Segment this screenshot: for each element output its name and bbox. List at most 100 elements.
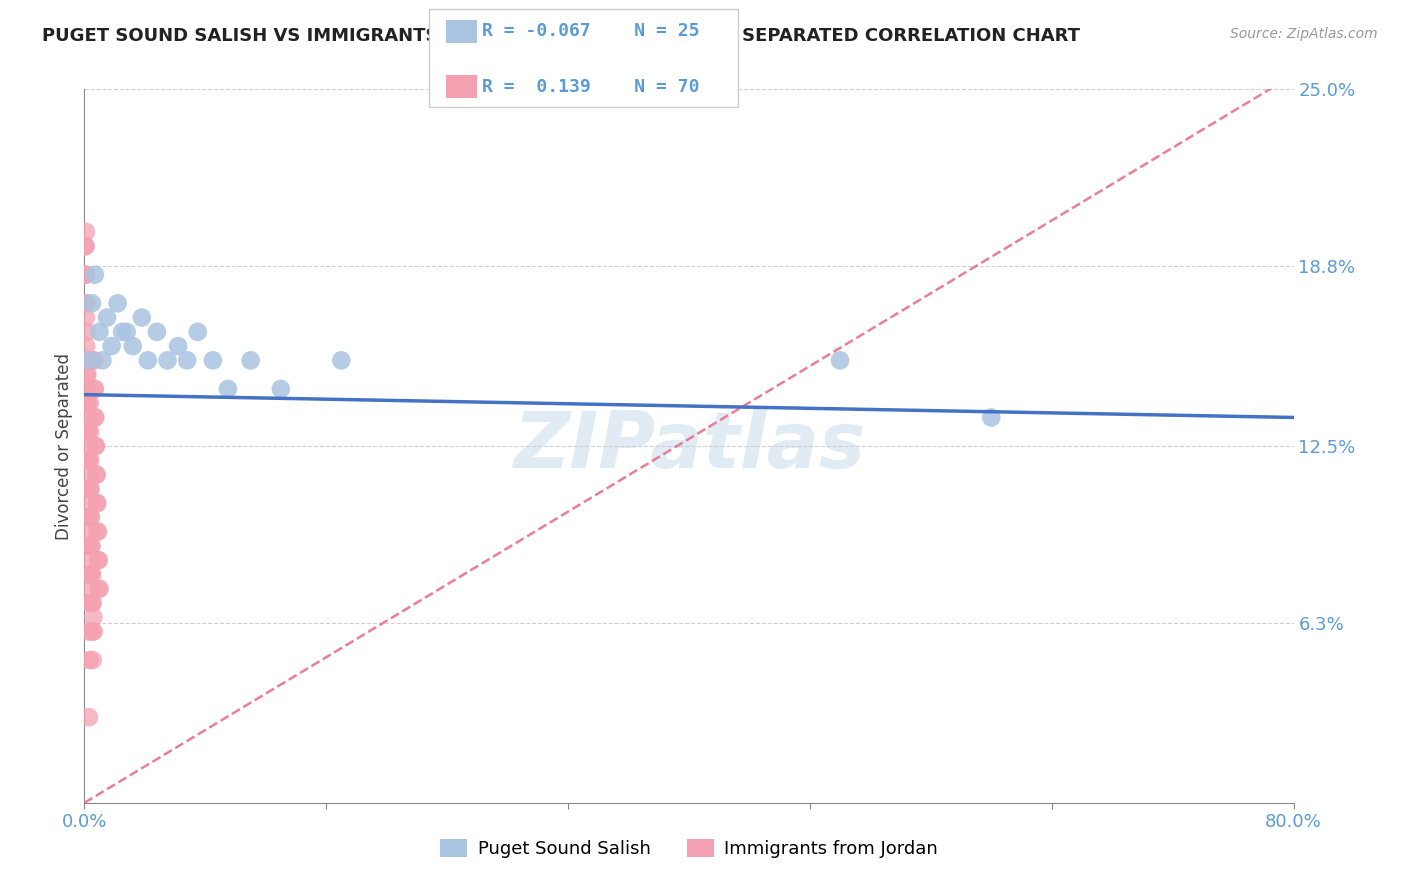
Point (79, 653, 101, 667)
Point (86, 496, 108, 510)
Point (830, 353, 852, 368)
Point (77, 539, 100, 553)
Point (83, 353, 105, 368)
Point (79, 396, 101, 410)
Point (79, 425, 101, 439)
Point (86, 467, 108, 482)
Point (84, 410, 107, 425)
Text: ZIPatlas: ZIPatlas (513, 408, 865, 484)
Point (75, 239, 97, 253)
Point (86, 524, 108, 539)
Point (84, 382, 107, 396)
Point (89, 325, 111, 339)
Point (83, 382, 105, 396)
Point (86, 496, 108, 510)
Point (156, 353, 179, 368)
Point (91, 353, 114, 368)
Point (77, 353, 100, 368)
Point (77, 710, 100, 724)
Point (79, 482, 101, 496)
Point (86, 467, 108, 482)
Point (79, 496, 101, 510)
Point (75, 268, 97, 282)
Point (82, 353, 104, 368)
Point (146, 325, 169, 339)
Point (80, 510, 103, 524)
Point (330, 353, 353, 368)
Point (79, 510, 101, 524)
Point (111, 325, 134, 339)
Point (77, 596, 100, 610)
Point (77, 467, 100, 482)
Point (76, 325, 98, 339)
Point (217, 382, 239, 396)
Point (96, 310, 118, 325)
Point (76, 410, 98, 425)
Point (80, 524, 103, 539)
Point (77, 624, 100, 639)
Point (83, 624, 105, 639)
Point (87, 524, 110, 539)
Point (82, 610, 104, 624)
Point (75, 339, 97, 353)
Point (239, 353, 262, 368)
Point (80, 553, 103, 567)
Point (87, 553, 110, 567)
Point (80, 539, 103, 553)
Text: PUGET SOUND SALISH VS IMMIGRANTS FROM JORDAN DIVORCED OR SEPARATED CORRELATION C: PUGET SOUND SALISH VS IMMIGRANTS FROM JO… (42, 27, 1080, 45)
Point (76, 482, 98, 496)
Point (76, 353, 98, 368)
Point (82, 596, 104, 610)
Point (80, 596, 103, 610)
Point (82, 582, 104, 596)
Point (82, 653, 104, 667)
Point (201, 353, 224, 368)
Point (80, 567, 103, 582)
Point (75, 225, 97, 239)
Point (76, 396, 98, 410)
Point (77, 453, 100, 467)
Text: R =  0.139    N = 70: R = 0.139 N = 70 (482, 78, 700, 95)
Point (80, 539, 103, 553)
Point (87, 582, 110, 596)
Point (167, 339, 190, 353)
Point (75, 296, 97, 310)
Point (80, 482, 103, 496)
Point (187, 325, 209, 339)
Point (75, 268, 97, 282)
Point (136, 353, 159, 368)
Point (77, 439, 100, 453)
Point (76, 382, 98, 396)
Point (80, 567, 103, 582)
Point (75, 310, 97, 325)
Point (84, 439, 107, 453)
Point (77, 567, 100, 582)
Point (76, 453, 98, 467)
Point (79, 453, 101, 467)
Point (87, 553, 110, 567)
Point (121, 339, 143, 353)
Point (980, 410, 1002, 425)
Point (107, 296, 129, 310)
Point (84, 268, 107, 282)
Text: R = -0.067    N = 25: R = -0.067 N = 25 (482, 22, 700, 40)
Point (100, 339, 122, 353)
Point (76, 425, 98, 439)
Y-axis label: Divorced or Separated: Divorced or Separated (55, 352, 73, 540)
Point (75, 296, 97, 310)
Legend: Puget Sound Salish, Immigrants from Jordan: Puget Sound Salish, Immigrants from Jord… (433, 831, 945, 865)
Point (84, 439, 107, 453)
Point (77, 510, 100, 524)
Point (77, 425, 100, 439)
Point (80, 296, 103, 310)
Point (176, 353, 198, 368)
Point (115, 325, 138, 339)
Point (270, 382, 292, 396)
Point (131, 310, 153, 325)
Point (89, 582, 111, 596)
Point (76, 368, 98, 382)
Point (76, 368, 98, 382)
Point (76, 396, 98, 410)
Point (82, 624, 104, 639)
Point (84, 410, 107, 425)
